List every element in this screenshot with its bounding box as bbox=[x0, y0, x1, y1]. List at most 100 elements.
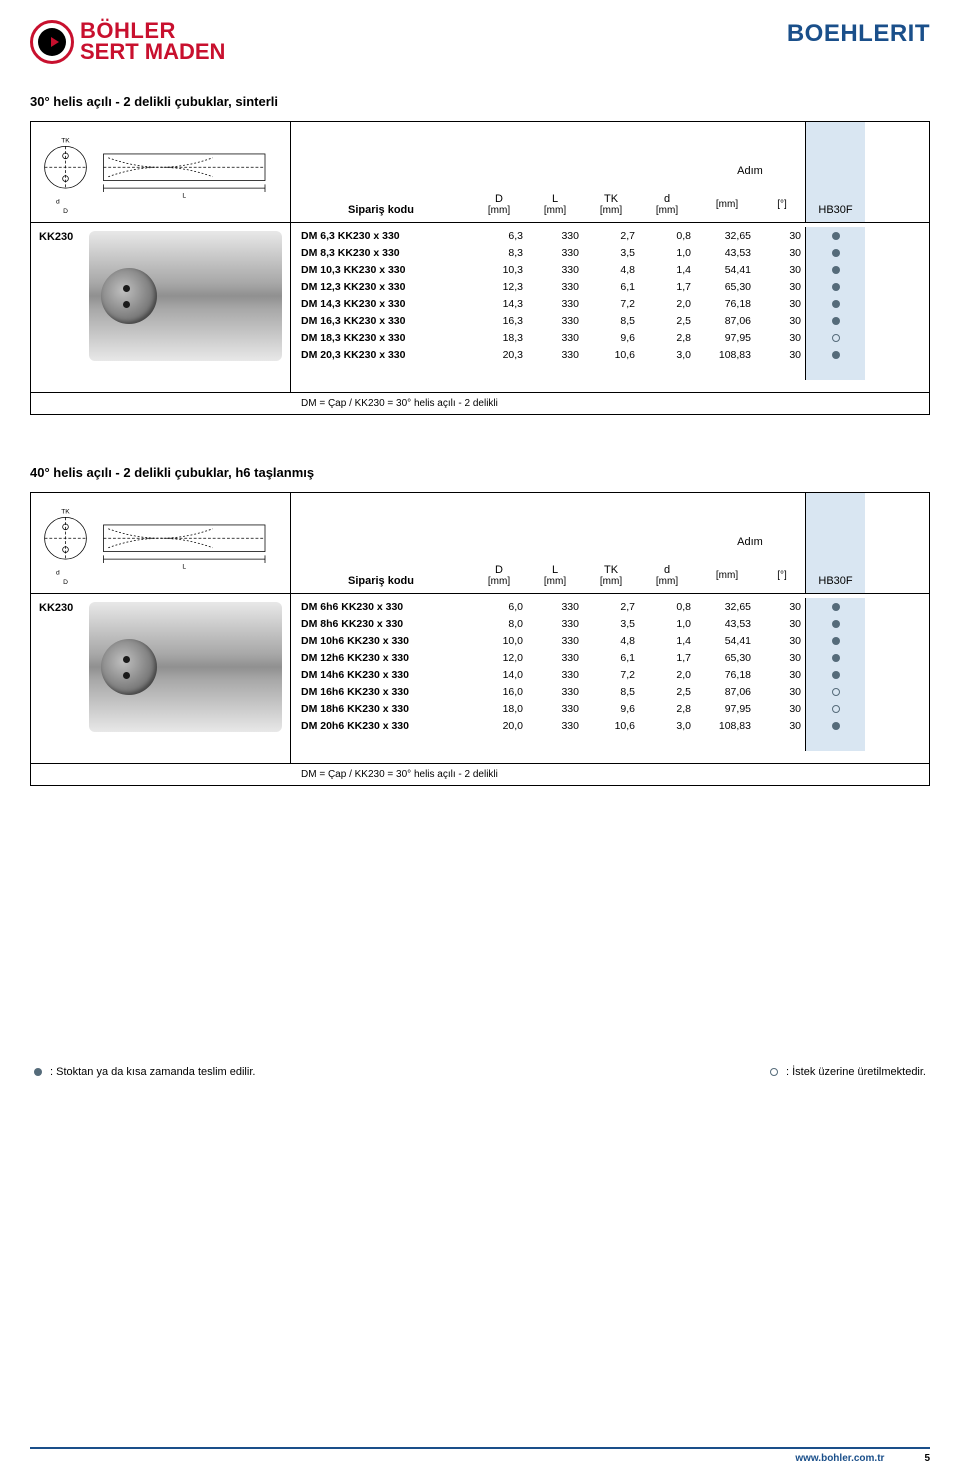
dot-filled-icon bbox=[832, 671, 840, 679]
cell-pitch: 97,95 bbox=[695, 329, 755, 346]
dot-filled-icon bbox=[34, 1068, 42, 1076]
section-title: 40° helis açılı - 2 delikli çubuklar, h6… bbox=[30, 465, 930, 480]
cell-D: 18,0 bbox=[471, 700, 527, 717]
cell-angle: 30 bbox=[755, 295, 805, 312]
dot-filled-icon bbox=[832, 637, 840, 645]
cell-D: 14,0 bbox=[471, 666, 527, 683]
page-header: BÖHLER SERT MADEN BOEHLERIT bbox=[30, 20, 930, 64]
cell-L: 330 bbox=[527, 683, 583, 700]
cell-order-code: DM 20h6 KK230 x 330 bbox=[291, 717, 471, 734]
cell-angle: 30 bbox=[755, 329, 805, 346]
cell-TK: 10,6 bbox=[583, 717, 639, 734]
cell-pitch: 43,53 bbox=[695, 615, 755, 632]
cell-D: 20,0 bbox=[471, 717, 527, 734]
cell-pitch: 32,65 bbox=[695, 227, 755, 244]
cell-TK: 8,5 bbox=[583, 312, 639, 329]
dot-filled-icon bbox=[832, 722, 840, 730]
col-adim-mm: [mm] bbox=[697, 199, 757, 216]
cell-angle: 30 bbox=[755, 615, 805, 632]
col-adim-deg: [°] bbox=[757, 199, 807, 216]
dot-filled-icon bbox=[832, 283, 840, 291]
cell-pitch: 65,30 bbox=[695, 278, 755, 295]
dot-open-icon bbox=[832, 334, 840, 342]
dot-open-icon bbox=[770, 1068, 778, 1076]
cell-order-code: DM 12,3 KK230 x 330 bbox=[291, 278, 471, 295]
cell-order-code: DM 12h6 KK230 x 330 bbox=[291, 649, 471, 666]
cell-order-code: DM 6h6 KK230 x 330 bbox=[291, 598, 471, 615]
svg-text:L: L bbox=[182, 193, 186, 200]
col-d: d[mm] bbox=[639, 493, 695, 593]
table-body: KK230 DM 6h6 KK230 x 330 6,0 330 2,7 0,8 bbox=[31, 594, 929, 763]
cell-TK: 3,5 bbox=[583, 244, 639, 261]
diagram-cell: TK d D L bbox=[31, 122, 291, 222]
diagram-cell: TK d D L bbox=[31, 493, 291, 593]
page-footer: www.bohler.com.tr 5 bbox=[30, 1447, 930, 1464]
cell-L: 330 bbox=[527, 244, 583, 261]
section-title: 30° helis açılı - 2 delikli çubuklar, si… bbox=[30, 94, 930, 109]
product-table: TK d D L Sipariş kodu D[mm] L[mm] TK[mm]… bbox=[30, 121, 930, 415]
cell-TK: 7,2 bbox=[583, 666, 639, 683]
cell-d: 1,0 bbox=[639, 244, 695, 261]
cell-angle: 30 bbox=[755, 700, 805, 717]
product-code: KK230 bbox=[39, 231, 83, 384]
cell-TK: 9,6 bbox=[583, 329, 639, 346]
table-header-row: TK d D L Sipariş kodu D[mm] L[mm] TK[mm]… bbox=[31, 493, 929, 594]
cell-empty-stock bbox=[805, 363, 865, 380]
cell-L: 330 bbox=[527, 346, 583, 363]
cell-order-code: DM 16h6 KK230 x 330 bbox=[291, 683, 471, 700]
svg-text:L: L bbox=[182, 564, 186, 571]
cell-L: 330 bbox=[527, 278, 583, 295]
cell-D: 20,3 bbox=[471, 346, 527, 363]
cell-d: 0,8 bbox=[639, 227, 695, 244]
cell-angle: 30 bbox=[755, 598, 805, 615]
bohler-logo-text: BÖHLER SERT MADEN bbox=[80, 21, 225, 63]
product-image bbox=[89, 231, 282, 361]
col-D: D[mm] bbox=[471, 493, 527, 593]
table-body-right: DM 6h6 KK230 x 330 6,0 330 2,7 0,8 32,65… bbox=[291, 594, 929, 763]
cell-pitch: 54,41 bbox=[695, 632, 755, 649]
cell-angle: 30 bbox=[755, 227, 805, 244]
svg-text:TK: TK bbox=[61, 509, 70, 516]
cell-d: 3,0 bbox=[639, 346, 695, 363]
cell-empty bbox=[291, 734, 471, 751]
svg-text:D: D bbox=[63, 579, 68, 586]
cell-order-code: DM 20,3 KK230 x 330 bbox=[291, 346, 471, 363]
cell-d: 1,7 bbox=[639, 649, 695, 666]
cell-TK: 9,6 bbox=[583, 700, 639, 717]
cell-d: 3,0 bbox=[639, 717, 695, 734]
cell-angle: 30 bbox=[755, 683, 805, 700]
cell-order-code: DM 10,3 KK230 x 330 bbox=[291, 261, 471, 278]
cell-L: 330 bbox=[527, 329, 583, 346]
cell-pitch: 108,83 bbox=[695, 346, 755, 363]
legend-open-text: : İstek üzerine üretilmektedir. bbox=[786, 1066, 926, 1078]
cell-pitch: 32,65 bbox=[695, 598, 755, 615]
cell-L: 330 bbox=[527, 227, 583, 244]
cell-L: 330 bbox=[527, 261, 583, 278]
col-adim: Adım [mm] [°] bbox=[695, 122, 805, 222]
dot-filled-icon bbox=[832, 317, 840, 325]
cell-d: 2,8 bbox=[639, 329, 695, 346]
cell-d: 2,0 bbox=[639, 295, 695, 312]
cell-pitch: 54,41 bbox=[695, 261, 755, 278]
cell-d: 2,0 bbox=[639, 666, 695, 683]
cell-L: 330 bbox=[527, 666, 583, 683]
footer-url: www.bohler.com.tr bbox=[795, 1453, 884, 1464]
cell-pitch: 97,95 bbox=[695, 700, 755, 717]
cell-d: 1,7 bbox=[639, 278, 695, 295]
cell-angle: 30 bbox=[755, 278, 805, 295]
legend: : Stoktan ya da kısa zamanda teslim edil… bbox=[30, 1066, 930, 1078]
cell-stock bbox=[805, 666, 865, 683]
cell-order-code: DM 14,3 KK230 x 330 bbox=[291, 295, 471, 312]
cell-D: 12,0 bbox=[471, 649, 527, 666]
cell-pitch: 76,18 bbox=[695, 295, 755, 312]
cell-stock bbox=[805, 329, 865, 346]
cell-angle: 30 bbox=[755, 261, 805, 278]
cell-L: 330 bbox=[527, 700, 583, 717]
product-table: TK d D L Sipariş kodu D[mm] L[mm] TK[mm]… bbox=[30, 492, 930, 786]
dot-open-icon bbox=[832, 688, 840, 696]
cell-D: 6,3 bbox=[471, 227, 527, 244]
cell-angle: 30 bbox=[755, 346, 805, 363]
col-adim: Adım [mm] [°] bbox=[695, 493, 805, 593]
svg-text:TK: TK bbox=[61, 138, 70, 145]
cell-stock bbox=[805, 278, 865, 295]
